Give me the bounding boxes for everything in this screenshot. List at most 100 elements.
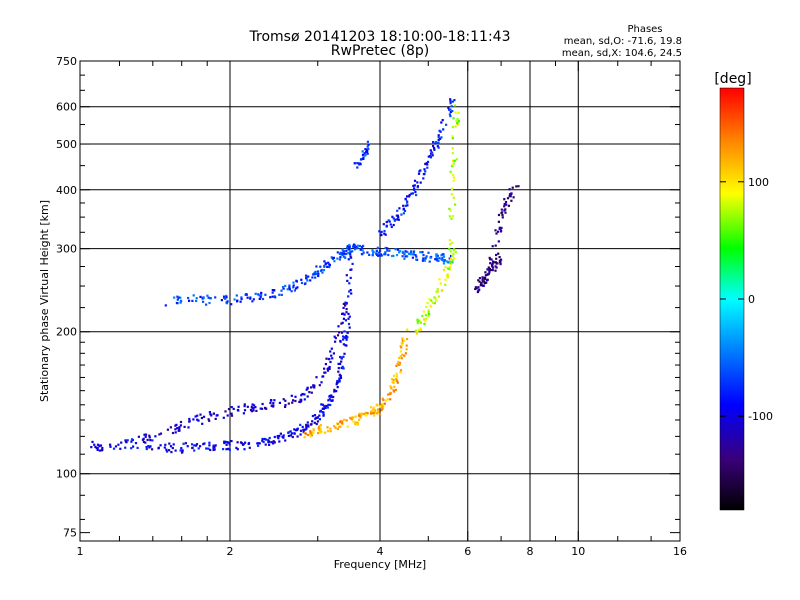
data-point: [252, 409, 255, 412]
data-point: [287, 434, 290, 437]
data-point: [305, 277, 308, 280]
data-point: [436, 257, 439, 260]
data-point: [305, 425, 308, 428]
stats-line-x: mean, sd,X: 104.6, 24.5: [562, 48, 682, 59]
data-point: [336, 334, 340, 337]
data-point: [437, 141, 440, 144]
data-point: [228, 448, 231, 451]
data-point: [258, 297, 261, 300]
data-point: [151, 448, 154, 451]
data-point: [207, 447, 210, 450]
data-point: [339, 339, 342, 343]
data-point: [326, 369, 330, 372]
data-point: [435, 299, 438, 302]
data-point: [144, 433, 148, 436]
data-point: [170, 451, 173, 454]
data-point: [448, 207, 451, 210]
data-point: [288, 284, 291, 287]
data-point: [334, 337, 337, 340]
data-point: [487, 266, 490, 269]
data-point: [452, 252, 455, 255]
data-point: [299, 423, 302, 426]
data-point: [478, 280, 481, 283]
data-point: [445, 260, 448, 263]
data-point: [424, 317, 428, 320]
data-point: [488, 256, 491, 259]
data-point: [340, 366, 343, 370]
data-point: [249, 408, 253, 411]
data-point: [477, 279, 480, 282]
data-point: [308, 391, 311, 394]
data-point: [209, 448, 212, 452]
data-point: [426, 160, 430, 163]
data-point: [319, 410, 322, 413]
data-point: [480, 282, 483, 285]
data-point: [401, 343, 404, 347]
data-point: [342, 306, 345, 309]
data-point: [422, 257, 425, 260]
data-point: [225, 443, 228, 446]
data-point: [501, 214, 504, 217]
data-point: [370, 412, 373, 415]
data-point: [414, 191, 417, 194]
data-point: [202, 415, 206, 418]
data-point: [320, 430, 323, 433]
data-point: [453, 99, 456, 102]
data-point: [321, 403, 325, 406]
data-point: [290, 394, 293, 397]
data-point: [324, 431, 327, 434]
data-point: [188, 417, 191, 421]
data-point: [356, 246, 359, 249]
data-point: [316, 270, 319, 273]
data-point: [328, 358, 331, 361]
data-point: [318, 384, 321, 387]
data-point: [387, 393, 390, 396]
data-point: [486, 279, 489, 282]
data-point: [310, 434, 313, 437]
data-point: [175, 301, 178, 305]
data-point: [449, 108, 452, 111]
data-point: [158, 433, 161, 436]
data-point: [478, 277, 481, 280]
data-point: [450, 165, 454, 168]
data-point: [317, 427, 320, 430]
data-point: [381, 406, 384, 409]
data-point: [125, 441, 128, 444]
data-point: [496, 230, 500, 233]
data-point: [347, 317, 350, 320]
data-point: [317, 274, 320, 278]
data-point: [264, 438, 267, 441]
data-point: [423, 168, 426, 171]
data-point: [354, 421, 357, 424]
data-point: [457, 111, 460, 114]
data-point: [491, 262, 494, 265]
data-point: [450, 254, 453, 258]
data-point: [381, 402, 384, 405]
data-point: [342, 302, 345, 305]
data-point: [200, 416, 203, 420]
data-point: [293, 428, 296, 431]
data-point: [243, 405, 246, 408]
data-point: [429, 156, 433, 159]
data-point: [208, 301, 211, 305]
data-point: [441, 119, 444, 122]
data-point: [176, 298, 179, 301]
data-point: [246, 296, 249, 299]
data-point: [252, 298, 255, 301]
data-point: [261, 297, 265, 301]
data-point: [154, 435, 157, 438]
data-point: [165, 450, 169, 453]
data-point: [313, 414, 317, 417]
data-point: [429, 154, 432, 158]
data-point: [437, 259, 440, 262]
data-point: [339, 362, 342, 365]
data-point: [349, 417, 353, 420]
data-point: [284, 404, 287, 407]
data-point: [149, 445, 152, 448]
data-point: [452, 174, 455, 177]
data-point: [413, 187, 416, 190]
colorbar-tick-label: 0: [748, 293, 755, 306]
data-point: [171, 431, 175, 435]
data-point: [343, 352, 346, 355]
data-point: [501, 211, 504, 214]
